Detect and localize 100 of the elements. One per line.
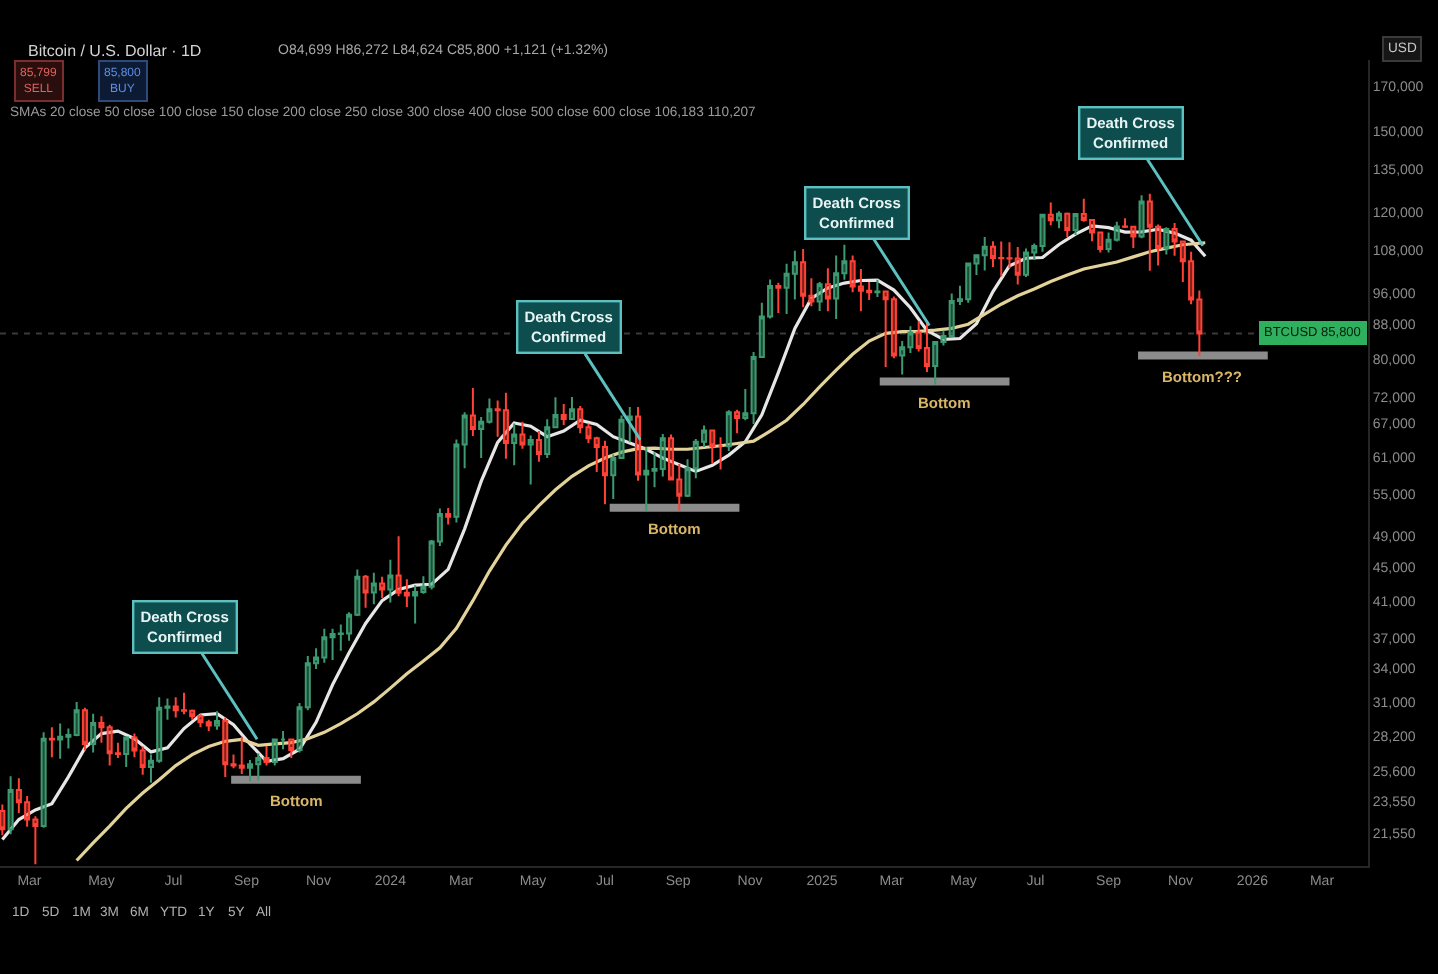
candlestick [568, 396, 575, 421]
candlestick [857, 268, 864, 313]
candlestick [651, 451, 658, 489]
candlestick [1039, 213, 1046, 253]
candlestick [73, 700, 80, 738]
candlestick [841, 243, 848, 281]
candlestick [123, 735, 130, 768]
candlestick [337, 623, 344, 652]
candlestick [577, 405, 584, 435]
candlestick [403, 578, 410, 608]
candlestick [1163, 226, 1170, 256]
candlestick [932, 340, 939, 386]
candlestick [965, 261, 972, 304]
candlestick [824, 267, 831, 313]
candlestick [271, 737, 278, 767]
candlestick [81, 706, 88, 752]
candlestick [412, 584, 419, 625]
candlestick [1064, 211, 1071, 238]
candlestick [866, 280, 873, 301]
candlestick [610, 453, 617, 500]
candlestick [280, 730, 287, 751]
candlestick [1031, 242, 1038, 261]
candlestick [560, 402, 567, 427]
candlestick [40, 731, 47, 829]
candlestick [973, 253, 980, 277]
candlestick [899, 340, 906, 376]
candlestick [849, 254, 856, 294]
candlestick [808, 277, 815, 308]
candlestick [313, 647, 320, 670]
candlestick [1089, 218, 1096, 243]
candlestick [791, 249, 798, 301]
candlestick [362, 574, 369, 609]
candlestick [998, 240, 1005, 278]
candlestick [453, 438, 460, 524]
candlestick [147, 753, 154, 784]
candlestick [494, 399, 501, 438]
candlestick [238, 735, 245, 776]
candlestick [882, 289, 889, 368]
chart-title: Bitcoin / U.S. Dollar · 1D [28, 41, 202, 60]
candlestick [180, 691, 187, 716]
candlestick [907, 325, 914, 354]
candlestick [618, 414, 625, 460]
candlestick [1130, 225, 1137, 250]
candlestick [387, 558, 394, 604]
candlestick [1105, 231, 1112, 254]
candlestick [767, 278, 774, 320]
candlestick [346, 611, 353, 642]
candlestick [370, 571, 377, 606]
candlestick [222, 716, 229, 778]
candlestick [535, 430, 542, 463]
candlestick [709, 429, 716, 465]
candlestick [701, 424, 708, 448]
candlestick [395, 535, 402, 598]
candlestick [7, 775, 14, 836]
candlestick [1022, 247, 1030, 278]
candlestick [304, 654, 311, 712]
candlestick [684, 458, 691, 498]
candlestick [725, 409, 732, 452]
candlestick [428, 538, 435, 591]
candlestick [1138, 194, 1145, 240]
candlestick [593, 435, 600, 474]
candlestick [742, 387, 749, 422]
candlestick [1171, 221, 1178, 257]
candlestick [1179, 239, 1186, 283]
candlestick [65, 727, 72, 750]
candlestick [156, 696, 163, 764]
candlestick [1014, 246, 1021, 286]
candlestick [1188, 250, 1195, 306]
candlestick [775, 281, 782, 314]
candlestick [1122, 217, 1129, 229]
candlestick [544, 418, 551, 460]
candlestick [750, 351, 757, 425]
candlestick [461, 411, 468, 470]
candlestick [15, 777, 22, 815]
candlestick [585, 422, 592, 444]
candlestick [139, 745, 146, 776]
candlestick [1155, 223, 1162, 267]
candlestick [527, 434, 534, 486]
candlestick [478, 416, 485, 460]
candlestick [948, 292, 955, 338]
candlestick [486, 397, 493, 425]
candlestick [552, 396, 559, 429]
candlestick [98, 715, 105, 744]
candlestick [189, 708, 196, 721]
candlestick [288, 737, 295, 759]
candlestick [1097, 230, 1104, 254]
candlestick [255, 752, 262, 782]
candlestick [1006, 241, 1013, 270]
candlestick [800, 248, 807, 309]
candlestick [1072, 213, 1079, 236]
candlestick [420, 575, 427, 595]
candlestick [379, 575, 386, 600]
candlestick [205, 718, 212, 733]
candlestick [114, 741, 121, 759]
candlestick [659, 432, 666, 478]
candlestick [0, 803, 6, 837]
candlestick [172, 696, 179, 719]
candlestick [668, 433, 675, 482]
candlestick [874, 278, 881, 298]
candlestick [601, 439, 608, 506]
